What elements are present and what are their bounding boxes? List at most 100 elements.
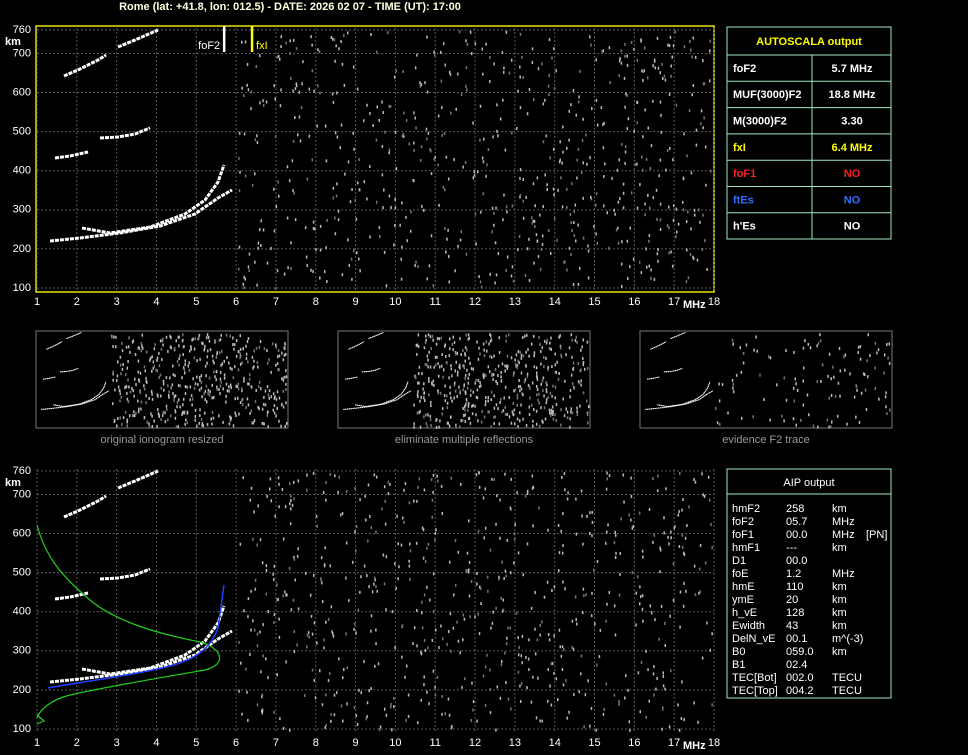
noise-dot: [576, 340, 578, 344]
noise-dot: [211, 396, 213, 400]
noise-dot: [464, 420, 467, 424]
noise-dot: [290, 499, 292, 503]
noise-dot: [694, 55, 697, 59]
noise-dot: [519, 75, 521, 79]
noise-dot: [177, 398, 180, 402]
noise-dot: [458, 30, 461, 34]
noise-dot: [544, 417, 547, 421]
noise-dot: [486, 163, 488, 167]
noise-dot: [547, 84, 550, 88]
noise-dot: [497, 364, 500, 368]
noise-dot: [423, 208, 425, 212]
noise-dot: [469, 421, 472, 425]
noise-dot: [543, 595, 546, 599]
noise-dot: [484, 665, 487, 669]
noise-dot: [605, 541, 607, 545]
noise-dot: [477, 378, 480, 382]
noise-dot: [532, 182, 535, 186]
noise-dot: [238, 412, 240, 416]
noise-dot: [162, 410, 164, 414]
noise-dot: [259, 54, 261, 58]
noise-dot: [446, 394, 448, 398]
noise-dot: [520, 387, 523, 391]
noise-dot: [663, 74, 666, 78]
noise-dot: [352, 131, 354, 135]
noise-dot: [316, 524, 318, 528]
noise-dot: [143, 384, 145, 388]
trace: [650, 341, 667, 350]
noise-dot: [182, 403, 184, 407]
noise-dot: [626, 277, 629, 281]
noise-dot: [618, 593, 621, 597]
noise-dot: [223, 376, 226, 380]
noise-dot: [563, 414, 566, 418]
noise-dot: [577, 361, 580, 365]
noise-dot: [653, 533, 656, 537]
noise-dot: [337, 209, 340, 213]
noise-dot: [162, 337, 164, 341]
noise-dot: [578, 690, 580, 694]
noise-dot: [417, 344, 420, 348]
noise-dot: [416, 609, 418, 613]
noise-dot: [226, 389, 229, 393]
noise-dot: [261, 407, 264, 411]
aip-cell: ymE: [732, 594, 754, 606]
noise-dot: [601, 49, 603, 53]
x-tick-label: 10: [389, 737, 401, 749]
noise-dot: [844, 368, 846, 372]
noise-dot: [146, 380, 148, 384]
noise-dot: [379, 235, 381, 239]
noise-dot: [381, 144, 384, 148]
noise-dot: [177, 383, 180, 387]
noise-dot: [281, 402, 283, 406]
noise-dot: [181, 338, 184, 342]
noise-dot: [549, 391, 552, 395]
noise-dot: [619, 197, 621, 201]
noise-dot: [484, 400, 487, 404]
noise-dot: [566, 497, 569, 501]
noise-dot: [585, 133, 587, 137]
noise-dot: [238, 131, 241, 135]
noise-dot: [406, 239, 408, 243]
noise-dot: [149, 358, 151, 362]
noise-dot: [248, 382, 250, 386]
noise-dot: [571, 355, 573, 359]
noise-dot: [624, 145, 627, 149]
noise-dot: [543, 406, 546, 410]
noise-dot: [817, 425, 819, 429]
noise-dot: [145, 401, 147, 405]
noise-dot: [241, 361, 243, 365]
noise-dot: [517, 248, 519, 252]
noise-dot: [486, 653, 488, 657]
aip-cell: DelN_vE: [732, 633, 775, 645]
noise-dot: [479, 586, 482, 590]
noise-dot: [269, 477, 272, 481]
noise-dot: [215, 370, 218, 374]
noise-dot: [437, 374, 440, 378]
noise-dot: [444, 384, 446, 388]
noise-dot: [246, 397, 249, 401]
noise-dot: [673, 526, 676, 530]
noise-dot: [655, 188, 658, 192]
noise-dot: [472, 121, 474, 125]
noise-dot: [272, 408, 275, 412]
noise-dot: [448, 337, 451, 341]
row-name: foF2: [733, 63, 756, 75]
noise-dot: [448, 353, 451, 357]
aip-cell: 20: [786, 594, 798, 606]
x-tick-label: 6: [233, 296, 239, 308]
aip-cell: Ewidth: [732, 620, 765, 632]
noise-dot: [398, 565, 400, 569]
noise-dot: [509, 571, 512, 575]
noise-dot: [124, 386, 126, 390]
noise-dot: [343, 34, 345, 38]
noise-dot: [229, 415, 231, 419]
noise-dot: [644, 202, 646, 206]
noise-dot: [596, 241, 599, 245]
noise-dot: [150, 389, 153, 393]
noise-dot: [330, 719, 332, 723]
noise-dot: [538, 392, 540, 396]
noise-dot: [581, 345, 583, 349]
noise-dot: [266, 494, 268, 498]
noise-dot: [159, 394, 162, 398]
